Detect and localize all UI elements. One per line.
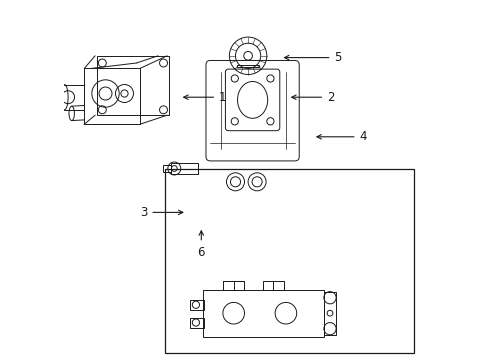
Text: 3: 3 <box>140 206 183 219</box>
Bar <box>163 165 171 172</box>
Bar <box>237 65 258 67</box>
Bar <box>190 300 204 310</box>
Bar <box>223 281 244 290</box>
Bar <box>323 292 336 335</box>
Text: 5: 5 <box>284 51 341 64</box>
Bar <box>203 290 323 337</box>
Bar <box>262 281 284 290</box>
Text: 1: 1 <box>183 91 226 104</box>
Text: 2: 2 <box>291 91 334 104</box>
Bar <box>190 318 204 328</box>
Text: 4: 4 <box>316 130 366 143</box>
Bar <box>165 169 413 353</box>
Bar <box>170 163 197 174</box>
Bar <box>84 68 140 124</box>
Bar <box>97 56 168 115</box>
Text: 6: 6 <box>197 231 204 258</box>
